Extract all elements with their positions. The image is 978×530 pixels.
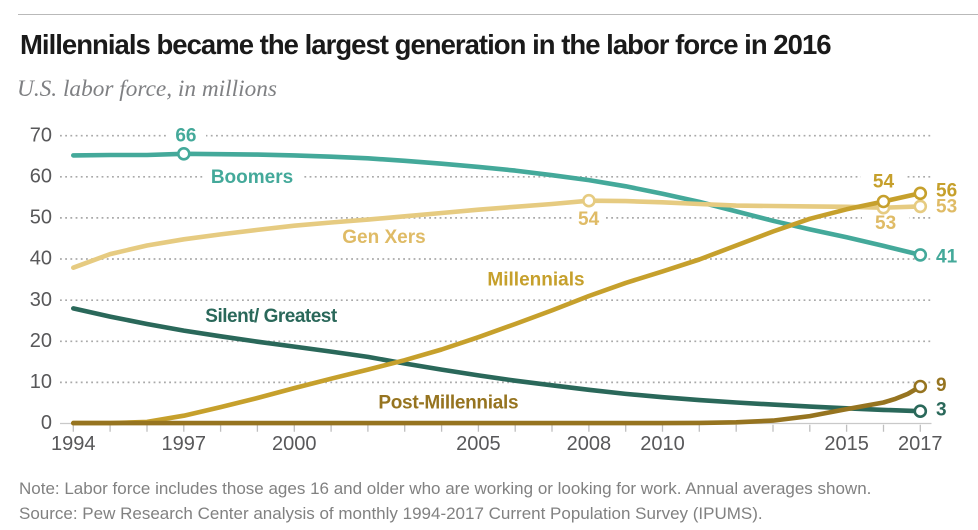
svg-text:56: 56	[936, 180, 957, 201]
svg-text:2005: 2005	[456, 433, 501, 455]
svg-text:70: 70	[30, 124, 52, 146]
svg-text:2000: 2000	[272, 433, 317, 455]
svg-text:2015: 2015	[824, 433, 869, 455]
svg-text:30: 30	[30, 289, 52, 311]
svg-text:54: 54	[578, 209, 600, 230]
svg-text:20: 20	[30, 330, 52, 352]
svg-text:2010: 2010	[640, 433, 685, 455]
svg-text:Millennials: Millennials	[487, 270, 584, 291]
svg-text:2008: 2008	[567, 433, 612, 455]
svg-text:1997: 1997	[162, 433, 207, 455]
svg-text:66: 66	[175, 126, 196, 147]
svg-text:0: 0	[41, 412, 52, 434]
svg-text:40: 40	[30, 248, 52, 270]
svg-text:60: 60	[30, 166, 52, 188]
svg-text:Gen Xers: Gen Xers	[342, 227, 425, 248]
svg-text:2017: 2017	[898, 433, 943, 455]
svg-text:Boomers: Boomers	[211, 167, 293, 188]
svg-text:41: 41	[936, 247, 958, 268]
svg-text:10: 10	[30, 371, 52, 393]
svg-text:1994: 1994	[51, 433, 96, 455]
svg-text:3: 3	[936, 400, 947, 421]
svg-text:Silent/ Greatest: Silent/ Greatest	[205, 306, 338, 327]
svg-text:54: 54	[873, 171, 895, 192]
svg-text:9: 9	[936, 375, 947, 396]
svg-text:53: 53	[936, 196, 957, 217]
svg-text:53: 53	[875, 213, 896, 234]
svg-text:Post-Millennials: Post-Millennials	[378, 393, 518, 414]
svg-text:50: 50	[30, 207, 52, 229]
